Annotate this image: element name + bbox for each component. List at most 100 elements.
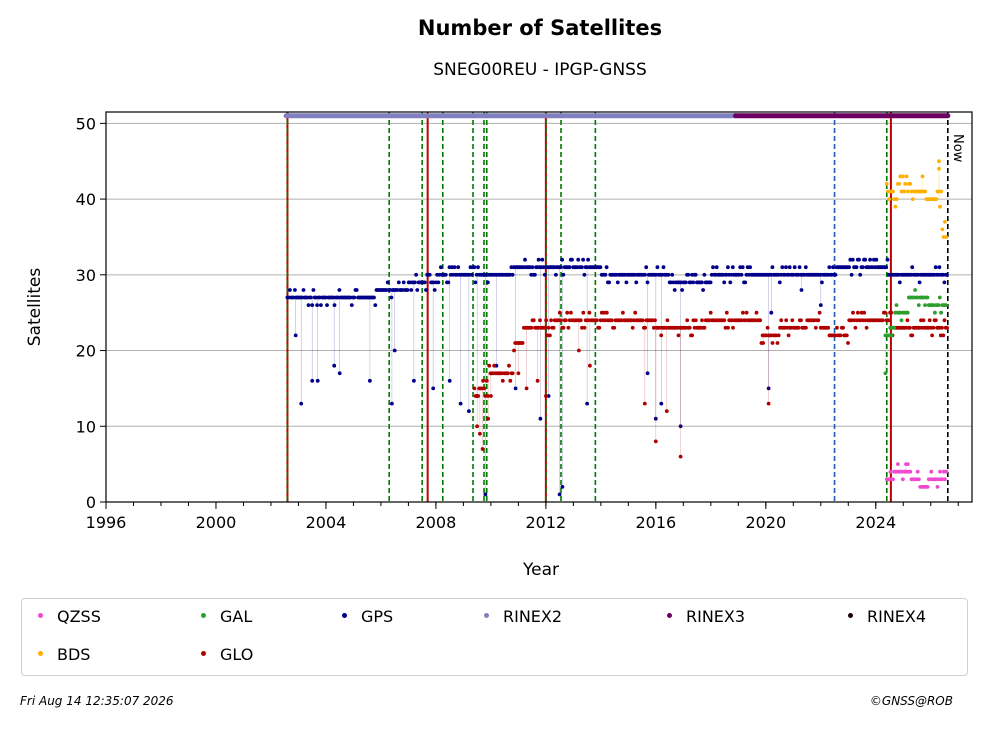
data-point bbox=[523, 257, 527, 262]
data-point bbox=[549, 318, 553, 323]
data-point bbox=[325, 303, 329, 307]
legend-marker bbox=[201, 651, 206, 656]
data-point bbox=[640, 318, 645, 323]
data-point bbox=[776, 333, 781, 338]
data-point bbox=[758, 318, 763, 323]
chart-canvas: Now 0 10 20 30 40 50 1996 2000 2004 2008 2012 2016 20… bbox=[25, 111, 973, 580]
series-gps bbox=[285, 257, 949, 497]
data-point bbox=[473, 280, 478, 285]
data-point bbox=[486, 280, 490, 285]
data-point bbox=[531, 318, 536, 323]
data-point-outlier bbox=[480, 447, 485, 451]
data-point-outlier bbox=[390, 401, 394, 406]
data-point-outlier bbox=[293, 333, 298, 338]
data-point bbox=[797, 265, 802, 270]
data-point bbox=[849, 272, 854, 277]
data-point bbox=[293, 288, 297, 292]
data-point bbox=[533, 272, 537, 277]
data-point bbox=[938, 204, 942, 209]
data-point bbox=[874, 257, 879, 262]
data-point bbox=[396, 280, 401, 285]
data-point-outlier bbox=[458, 401, 463, 406]
data-point bbox=[864, 325, 869, 330]
data-point bbox=[644, 265, 649, 270]
data-point bbox=[894, 303, 899, 307]
data-point bbox=[564, 318, 568, 323]
data-point-outlier bbox=[546, 394, 551, 398]
data-point bbox=[851, 310, 855, 315]
data-point bbox=[570, 257, 574, 262]
data-point bbox=[630, 325, 635, 330]
data-point-outlier bbox=[883, 371, 888, 376]
data-point-outlier bbox=[937, 166, 941, 171]
x-tick-label: 2012 bbox=[526, 513, 567, 532]
data-point bbox=[722, 280, 727, 285]
data-point bbox=[846, 341, 850, 345]
data-point bbox=[708, 280, 713, 285]
data-point bbox=[939, 310, 943, 315]
data-point-outlier bbox=[486, 416, 490, 421]
series-glo bbox=[472, 310, 949, 459]
data-point bbox=[850, 257, 855, 262]
data-point bbox=[621, 310, 625, 315]
data-point bbox=[826, 325, 831, 330]
data-point-outlier bbox=[799, 288, 804, 292]
data-point bbox=[787, 265, 792, 270]
data-point bbox=[373, 303, 378, 307]
data-point bbox=[905, 310, 910, 315]
legend-item-bds: BDS bbox=[38, 645, 90, 664]
data-point bbox=[816, 318, 821, 323]
legend-item-gps: GPS bbox=[342, 607, 393, 626]
data-point-outlier bbox=[392, 348, 397, 353]
data-point bbox=[476, 394, 480, 398]
data-point bbox=[543, 325, 547, 330]
data-point bbox=[886, 318, 891, 323]
data-point bbox=[844, 333, 849, 338]
data-point bbox=[885, 257, 890, 262]
data-point bbox=[482, 386, 487, 391]
data-point bbox=[714, 265, 719, 270]
data-point bbox=[916, 303, 921, 307]
data-point bbox=[934, 197, 939, 202]
data-point bbox=[702, 272, 707, 277]
data-point bbox=[827, 265, 832, 270]
data-point bbox=[899, 318, 904, 323]
data-point bbox=[643, 272, 647, 277]
data-point bbox=[530, 265, 535, 270]
data-point bbox=[862, 310, 866, 315]
data-point bbox=[792, 265, 797, 270]
data-point bbox=[665, 318, 670, 323]
data-point bbox=[510, 371, 515, 376]
data-point-outlier bbox=[769, 310, 774, 315]
data-point-outlier bbox=[904, 462, 908, 466]
x-tick-label: 2004 bbox=[306, 513, 347, 532]
data-point bbox=[722, 318, 727, 323]
data-point bbox=[544, 318, 548, 323]
data-point bbox=[943, 477, 947, 482]
y-tick-label: 20 bbox=[76, 342, 96, 361]
data-point-outlier bbox=[524, 386, 529, 391]
data-point bbox=[557, 310, 562, 315]
data-point bbox=[860, 265, 865, 270]
data-point bbox=[754, 310, 759, 315]
data-point bbox=[439, 265, 443, 270]
data-point bbox=[507, 363, 511, 368]
data-point bbox=[945, 325, 949, 330]
data-point bbox=[604, 265, 609, 270]
data-point-outlier bbox=[310, 378, 315, 383]
data-point bbox=[520, 341, 525, 345]
data-point-outlier bbox=[577, 348, 581, 353]
data-point bbox=[686, 272, 691, 277]
plot-frame bbox=[105, 111, 973, 503]
data-point bbox=[925, 295, 930, 300]
data-point bbox=[680, 288, 684, 292]
data-point bbox=[944, 235, 949, 239]
data-point bbox=[868, 257, 872, 262]
data-point bbox=[770, 341, 775, 345]
data-point bbox=[508, 378, 513, 383]
data-point-outlier bbox=[538, 416, 543, 421]
data-point bbox=[790, 318, 795, 323]
data-point bbox=[693, 318, 698, 323]
legend-label: GAL bbox=[220, 607, 253, 626]
data-point bbox=[937, 295, 942, 300]
